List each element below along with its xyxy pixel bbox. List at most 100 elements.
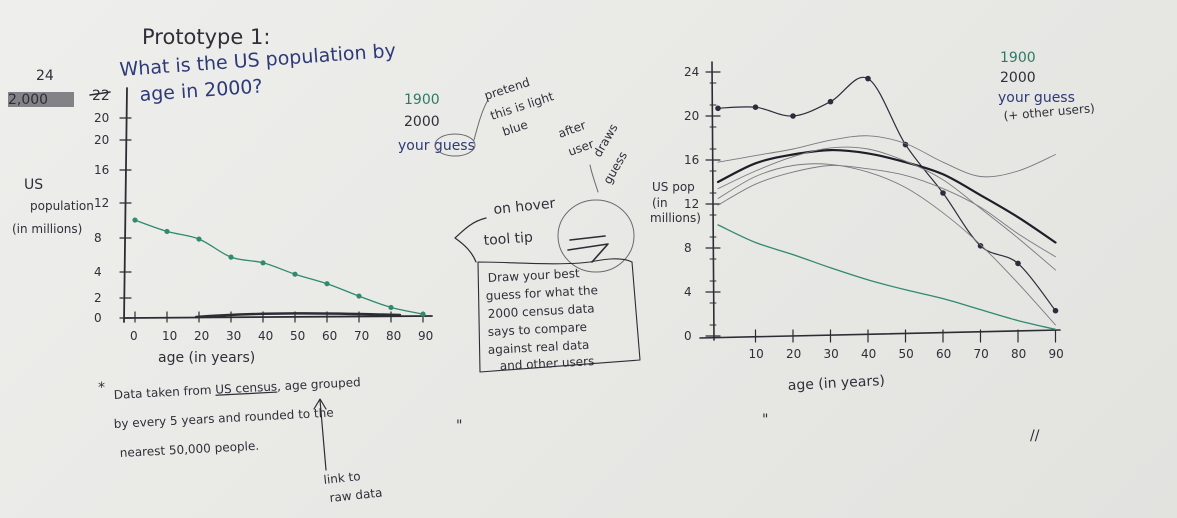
- left-x-tick-label: 80: [386, 329, 401, 343]
- right-series-line: [717, 135, 1056, 178]
- left-y-tick-label: 20: [94, 111, 109, 125]
- left-x-tick-label: 50: [290, 329, 305, 343]
- right-y-tick-label: 20: [684, 109, 699, 123]
- guess-circle: [434, 133, 476, 157]
- right-x-axis: [699, 329, 1061, 339]
- prototype-title: Prototype 1:: [142, 25, 270, 49]
- hover-cursor-circle: [557, 199, 635, 273]
- right-y-label-2: (in: [652, 196, 668, 210]
- left-y-tick-label: 12: [94, 196, 109, 210]
- tooltip-box: [477, 258, 641, 373]
- left-x-ticks: 0 10 20 30 40 50 60 70 80 90: [130, 311, 433, 343]
- right-2000-data-point: [865, 75, 871, 82]
- right-mark-1: ": [762, 412, 768, 428]
- tooltip-text-5: against real data: [487, 338, 589, 357]
- right-legend-your-guess: your guess: [998, 90, 1075, 106]
- left-y-label-1: US: [24, 177, 43, 193]
- legend-your-guess: your guess: [398, 138, 475, 154]
- left-y-tick-label: 8: [94, 231, 102, 245]
- left-data-point: [196, 236, 202, 242]
- right-y-tick-label: 16: [684, 153, 699, 167]
- footnote-line-3: nearest 50,000 people.: [119, 439, 259, 460]
- left-data-point: [420, 311, 426, 317]
- left-x-tick-label: 90: [418, 329, 433, 343]
- right-y-ticks: 24 20 16 12 8 4 0: [684, 65, 721, 343]
- left-data-point: [388, 304, 394, 311]
- scribble-out-mark: [8, 92, 74, 107]
- footnote-line-2: by every 5 years and rounded to the: [113, 405, 334, 431]
- tooltip-bracket: [454, 217, 487, 263]
- left-y-label-3: (in millions): [12, 222, 82, 236]
- tooltip-text-2: guess for what the: [485, 283, 598, 303]
- right-series-line: [716, 148, 1057, 244]
- left-y-tick-label: 20: [94, 133, 109, 147]
- right-series-line: [717, 76, 1057, 312]
- tooltip-sketch: on hover tool tip Draw your best guess f…: [454, 196, 641, 373]
- left-x-tick-label: 70: [354, 329, 369, 343]
- legend-1900: 1900: [404, 92, 440, 108]
- right-2000-data-point: [752, 104, 759, 110]
- right-2000-data-point: [940, 190, 946, 196]
- left-x-label: age (in years): [158, 350, 255, 366]
- right-legend-1900: 1900: [1000, 50, 1036, 66]
- left-series-line: [134, 219, 424, 315]
- right-x-tick-label: 10: [749, 347, 764, 361]
- strike-through-mark: [89, 91, 111, 96]
- after-user-1: after: [556, 118, 588, 141]
- left-y-tick-label: 2: [94, 291, 102, 305]
- right-y-tick-label: 0: [684, 329, 692, 343]
- legend-middle: 1900 2000 your guess pretend this is lig…: [398, 75, 630, 193]
- footnote: * Data taken from US census, age grouped…: [98, 375, 462, 505]
- tooltip-heading-1: on hover: [493, 196, 557, 218]
- left-data-point: [324, 281, 330, 287]
- left-x-tick-label: 60: [322, 329, 337, 343]
- link-note-1: link to: [323, 469, 361, 487]
- left-x-tick-label: 20: [194, 329, 209, 343]
- left-data-point: [132, 217, 138, 223]
- right-2000-data-point: [790, 113, 796, 119]
- left-data-point: [228, 254, 234, 260]
- question-line-2: age in 2000?: [139, 75, 263, 106]
- left-y-tick-label: 0: [94, 311, 102, 325]
- right-mark-2: //: [1030, 428, 1040, 444]
- left-x-tick-label: 10: [162, 329, 177, 343]
- after-user-arrow: [589, 164, 599, 193]
- right-x-tick-label: 40: [861, 347, 876, 361]
- right-x-label: age (in years): [787, 373, 885, 394]
- footnote-line-1-pre: Data taken from: [113, 383, 215, 402]
- legend-2000: 2000: [404, 114, 440, 130]
- right-x-tick-label: 90: [1049, 347, 1064, 361]
- right-x-tick-label: 70: [974, 347, 989, 361]
- right-2000-data-point: [1052, 307, 1059, 314]
- left-y-tick-label: 16: [94, 163, 109, 177]
- left-data-point: [260, 260, 266, 266]
- left-axis-overdraw: [194, 312, 402, 319]
- right-x-tick-label: 80: [1011, 347, 1026, 361]
- right-x-tick-label: 20: [786, 347, 801, 361]
- link-arrow: [319, 399, 327, 471]
- left-series: [132, 217, 426, 317]
- footnote-marker: *: [98, 380, 105, 396]
- right-x-ticks: 10 20 30 40 50 60 70 80 90: [749, 329, 1064, 361]
- right-y-tick-label: 24: [684, 65, 699, 79]
- tooltip-text-3: 2000 census data: [487, 301, 594, 321]
- tooltip-heading-2: tool tip: [483, 230, 533, 249]
- left-y-top-scribble: 24: [36, 68, 54, 84]
- right-series-line: [717, 224, 1057, 331]
- right-2000-data-point: [977, 243, 984, 249]
- left-data-point: [164, 228, 170, 235]
- right-x-tick-label: 30: [824, 347, 839, 361]
- left-y-label-2: population: [30, 199, 94, 213]
- right-y-tick-label: 4: [684, 285, 692, 299]
- census-link[interactable]: US census: [215, 379, 278, 396]
- left-x-tick-label: 0: [130, 329, 138, 343]
- tooltip-text-6: and other users: [499, 354, 594, 373]
- light-blue-note-3: blue: [501, 118, 530, 139]
- right-y-tick-label: 8: [684, 241, 692, 255]
- right-x-tick-label: 50: [899, 347, 914, 361]
- right-2000-data-point: [1015, 260, 1021, 267]
- right-y-axis: [711, 61, 715, 341]
